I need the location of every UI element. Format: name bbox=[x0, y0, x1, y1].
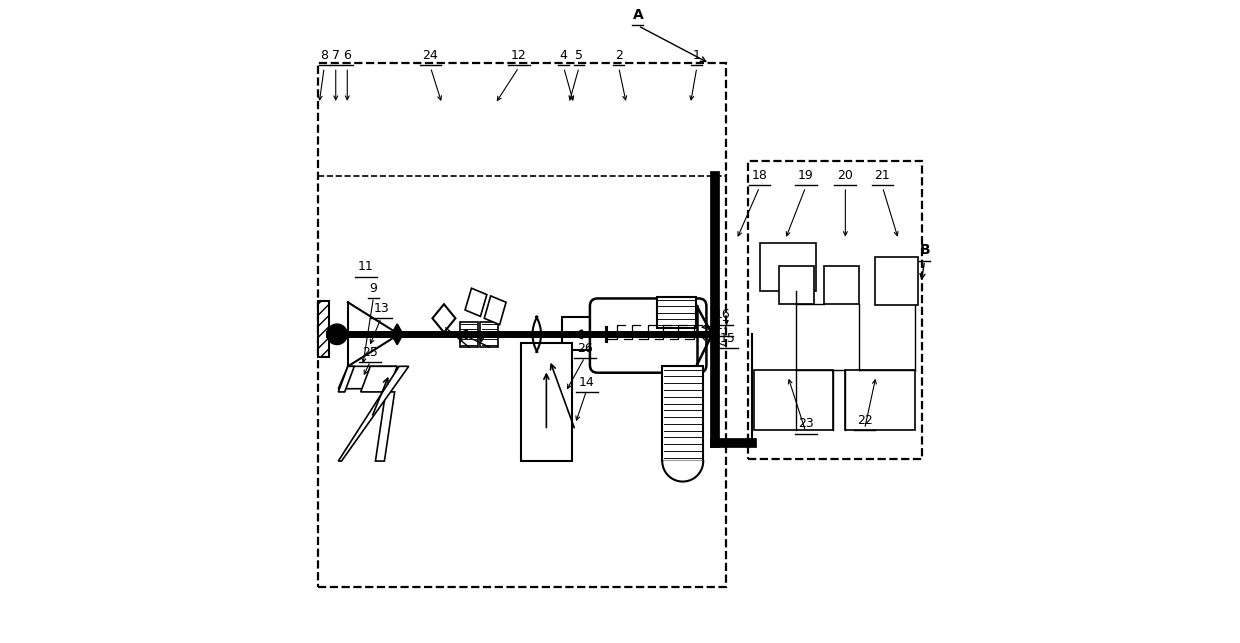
Bar bbox=[779, 266, 813, 303]
Text: 17: 17 bbox=[714, 320, 730, 332]
Polygon shape bbox=[465, 288, 487, 316]
Bar bbox=[657, 297, 696, 328]
Text: 23: 23 bbox=[797, 417, 813, 430]
Text: 18: 18 bbox=[751, 169, 768, 182]
Bar bbox=[521, 343, 572, 461]
Text: B: B bbox=[919, 244, 930, 257]
Text: 16: 16 bbox=[714, 309, 730, 322]
Polygon shape bbox=[361, 367, 397, 392]
Text: 2: 2 bbox=[615, 50, 622, 62]
Text: 9: 9 bbox=[370, 282, 377, 294]
Bar bbox=[460, 322, 477, 347]
Bar bbox=[874, 257, 919, 305]
Text: 20: 20 bbox=[837, 169, 853, 182]
Bar bbox=[480, 322, 498, 347]
Bar bbox=[760, 243, 816, 291]
Polygon shape bbox=[433, 304, 455, 332]
Bar bbox=[846, 370, 915, 430]
Text: 14: 14 bbox=[579, 376, 595, 389]
Circle shape bbox=[327, 324, 347, 345]
Bar bbox=[319, 301, 330, 358]
Text: 4: 4 bbox=[559, 50, 568, 62]
Polygon shape bbox=[392, 324, 403, 345]
Text: A: A bbox=[632, 8, 644, 22]
Text: 24: 24 bbox=[423, 50, 439, 62]
Bar bbox=[823, 266, 859, 303]
Text: 21: 21 bbox=[874, 169, 890, 182]
Text: 22: 22 bbox=[857, 414, 873, 427]
Bar bbox=[748, 161, 923, 459]
Text: 8: 8 bbox=[320, 50, 329, 62]
Text: 12: 12 bbox=[511, 50, 527, 62]
Polygon shape bbox=[376, 392, 394, 461]
Bar bbox=[754, 370, 832, 430]
FancyBboxPatch shape bbox=[590, 298, 707, 373]
Polygon shape bbox=[662, 461, 703, 482]
Text: 25: 25 bbox=[362, 346, 378, 359]
Text: 11: 11 bbox=[358, 260, 373, 273]
Text: 7: 7 bbox=[332, 50, 340, 62]
Text: 13: 13 bbox=[373, 302, 389, 315]
Bar bbox=[563, 317, 595, 350]
Text: 6: 6 bbox=[343, 50, 351, 62]
Polygon shape bbox=[339, 367, 397, 389]
Polygon shape bbox=[339, 367, 355, 392]
Text: 19: 19 bbox=[797, 169, 813, 182]
Bar bbox=[317, 64, 727, 587]
Text: 1: 1 bbox=[693, 50, 701, 62]
Polygon shape bbox=[485, 296, 506, 325]
Polygon shape bbox=[339, 367, 409, 461]
Text: 5: 5 bbox=[575, 50, 583, 62]
Bar bbox=[662, 367, 703, 461]
Text: 15: 15 bbox=[719, 332, 735, 345]
Text: 26: 26 bbox=[577, 342, 593, 355]
